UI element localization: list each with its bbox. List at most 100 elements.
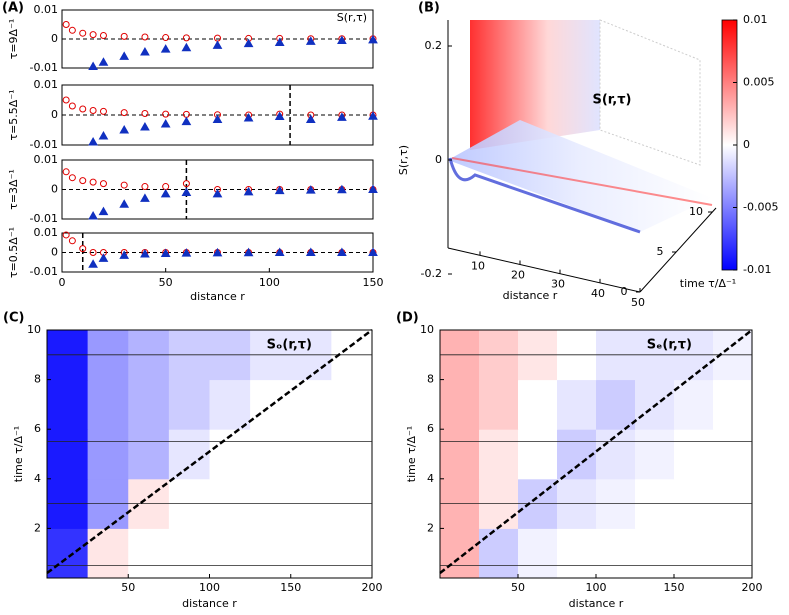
point	[212, 188, 223, 198]
y-tick-label: 5	[657, 245, 664, 258]
y-tick-label: 4	[427, 472, 434, 485]
point	[160, 44, 171, 53]
point	[79, 105, 87, 113]
colorbar-tick-label: 0	[743, 138, 750, 151]
point	[337, 112, 347, 121]
heatmap-cell	[250, 429, 292, 480]
x-tick-label: 50	[159, 276, 173, 289]
heatmap-cell	[168, 379, 210, 430]
x-tick-label: 50	[631, 296, 645, 309]
heatmap-cell	[596, 379, 636, 430]
y-axis-label: time τ/Δ⁻¹	[12, 426, 25, 482]
point	[89, 31, 97, 39]
point	[160, 248, 171, 257]
point	[119, 199, 130, 208]
point	[120, 32, 128, 40]
point	[140, 193, 150, 202]
point	[140, 47, 150, 56]
point	[243, 247, 254, 257]
y-tick-label: -0.01	[30, 138, 58, 151]
colorbar-tick-label: 0.01	[743, 13, 768, 26]
point	[305, 36, 316, 45]
x-tick-label: 200	[362, 581, 383, 594]
x-axis-label: distance r	[182, 597, 237, 610]
point	[140, 121, 150, 131]
heatmap-cell	[87, 379, 129, 430]
heatmap-cell	[250, 528, 292, 579]
back-box	[599, 19, 701, 166]
point	[120, 181, 128, 189]
point	[337, 247, 347, 256]
point	[243, 38, 254, 48]
point	[88, 136, 98, 146]
panel-label: (D)	[396, 311, 419, 326]
x-axis-label: distance r	[569, 597, 624, 610]
heatmap-cell	[635, 429, 675, 480]
surface-wall	[470, 20, 600, 150]
y-tick-label: 0	[51, 32, 58, 45]
y-tick-label: 0.01	[34, 153, 59, 166]
point	[68, 102, 76, 110]
chart-title: S(r,τ)	[593, 93, 632, 108]
x-tick-label: 100	[259, 276, 280, 289]
heatmap-cell	[557, 429, 597, 480]
y-tick-label: 0.01	[34, 3, 59, 16]
y-axis-label: τ=3Δ⁻¹	[7, 169, 20, 210]
point	[274, 37, 285, 46]
x-tick-label: 200	[742, 581, 763, 594]
x-tick-label: 150	[664, 581, 685, 594]
point	[368, 34, 378, 44]
point	[79, 177, 87, 185]
y-tick-label: 8	[34, 373, 41, 386]
heatmap-cell	[128, 429, 170, 480]
annotation: S(r,τ)	[337, 11, 367, 24]
heatmap-cell	[331, 379, 373, 430]
surface-edge	[448, 157, 641, 234]
heatmap-cell	[128, 379, 170, 430]
heatmap-cell	[209, 379, 251, 430]
point	[212, 114, 223, 123]
heatmap-cell	[47, 528, 89, 579]
y-tick-label: -0.01	[30, 61, 58, 74]
panel-label: (B)	[418, 1, 440, 16]
heatmap-cell	[209, 528, 251, 579]
heatmap-cell	[596, 528, 636, 579]
point	[140, 249, 150, 258]
point	[305, 114, 316, 123]
heatmap-cell	[557, 379, 597, 430]
heatmap-cell	[440, 528, 480, 579]
point	[368, 111, 378, 120]
y-tick-label: 0	[51, 246, 58, 259]
point	[89, 249, 97, 256]
heatmap-cell	[674, 379, 714, 430]
x-tick-label: 10	[471, 259, 485, 272]
y-tick-label: -0.01	[30, 265, 58, 278]
y-tick-label: 4	[34, 472, 41, 485]
point	[305, 185, 316, 194]
point	[99, 32, 107, 40]
y-axis-line	[639, 207, 717, 293]
x-tick-label: 20	[511, 269, 525, 282]
heatmap-cell	[47, 429, 89, 480]
point	[181, 116, 192, 126]
point	[62, 231, 70, 239]
point	[162, 110, 170, 118]
y-axis-label: time τ/Δ⁻¹	[405, 426, 418, 482]
point	[141, 183, 149, 191]
heatmap-cell	[479, 379, 519, 430]
point	[181, 248, 192, 257]
z-tick-label: 0.2	[425, 39, 443, 52]
point	[368, 184, 378, 193]
x-tick-label: 40	[591, 287, 605, 300]
y-tick-label: 2	[34, 521, 41, 534]
heatmap-cell	[713, 528, 753, 579]
heatmap-cell	[290, 528, 332, 579]
heatmap-cell	[596, 429, 636, 480]
point	[212, 40, 223, 49]
point	[119, 250, 130, 259]
heatmap-cell	[479, 528, 519, 579]
point	[119, 51, 130, 60]
colorbar-tick-label: 0.005	[743, 76, 775, 89]
heatmap-cell	[557, 528, 597, 579]
point	[243, 186, 254, 196]
